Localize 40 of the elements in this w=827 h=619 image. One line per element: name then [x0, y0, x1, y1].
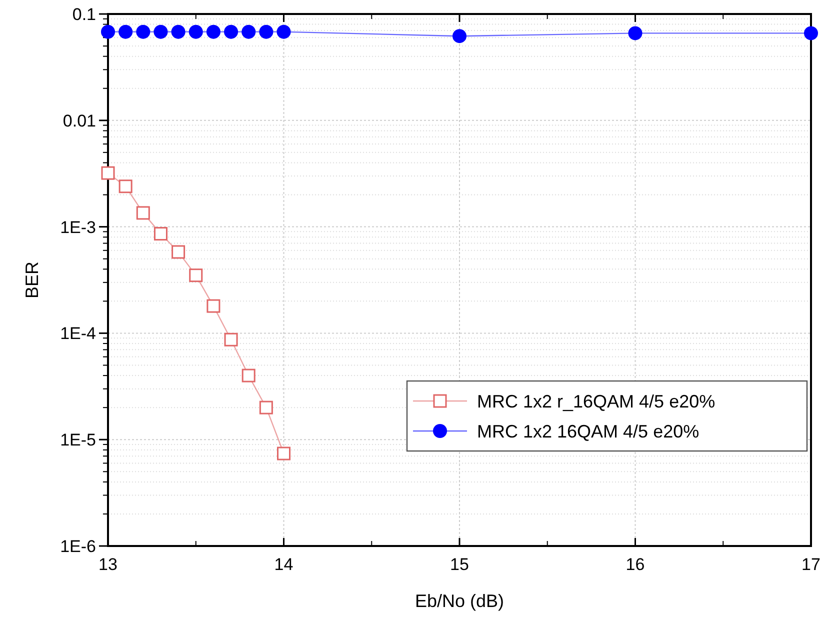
y-tick-label: 1E-4 [60, 324, 96, 344]
legend-label: MRC 1x2 r_16QAM 4/5 e20% [477, 391, 716, 412]
x-axis-title: Eb/No (dB) [414, 591, 504, 611]
x-tick-label: 13 [98, 555, 118, 574]
point [136, 206, 150, 220]
point [171, 24, 186, 39]
point [154, 24, 168, 39]
legend-label: MRC 1x2 16QAM 4/5 e20% [477, 421, 700, 442]
y-tick-label: 1E-3 [60, 218, 96, 237]
x-tick-label: 16 [626, 555, 645, 574]
point [242, 368, 256, 382]
point [154, 227, 168, 241]
point [189, 268, 203, 282]
point [242, 24, 256, 39]
y-tick-label: 1E-6 [60, 536, 96, 556]
point [224, 332, 238, 346]
point [188, 24, 203, 39]
point [276, 24, 291, 39]
y-tick-label: 0.1 [72, 4, 96, 24]
point [101, 24, 115, 39]
point [277, 446, 290, 460]
y-tick-label: 0.01 [62, 111, 96, 130]
point [804, 26, 818, 40]
x-tick-label: 17 [802, 555, 820, 574]
x-tick-label: 14 [274, 555, 294, 574]
point [118, 24, 133, 39]
point [172, 245, 186, 259]
point [136, 24, 150, 39]
y-axis-title: BER [22, 261, 42, 299]
x-tick-label: 15 [450, 555, 469, 574]
point [101, 166, 115, 180]
point [206, 24, 220, 39]
y-tick-label: 1E-5 [60, 430, 96, 450]
point [628, 26, 642, 40]
point [259, 24, 274, 39]
point [224, 24, 238, 39]
point [259, 400, 273, 414]
point [206, 299, 220, 313]
point [118, 180, 132, 194]
point [452, 29, 466, 44]
